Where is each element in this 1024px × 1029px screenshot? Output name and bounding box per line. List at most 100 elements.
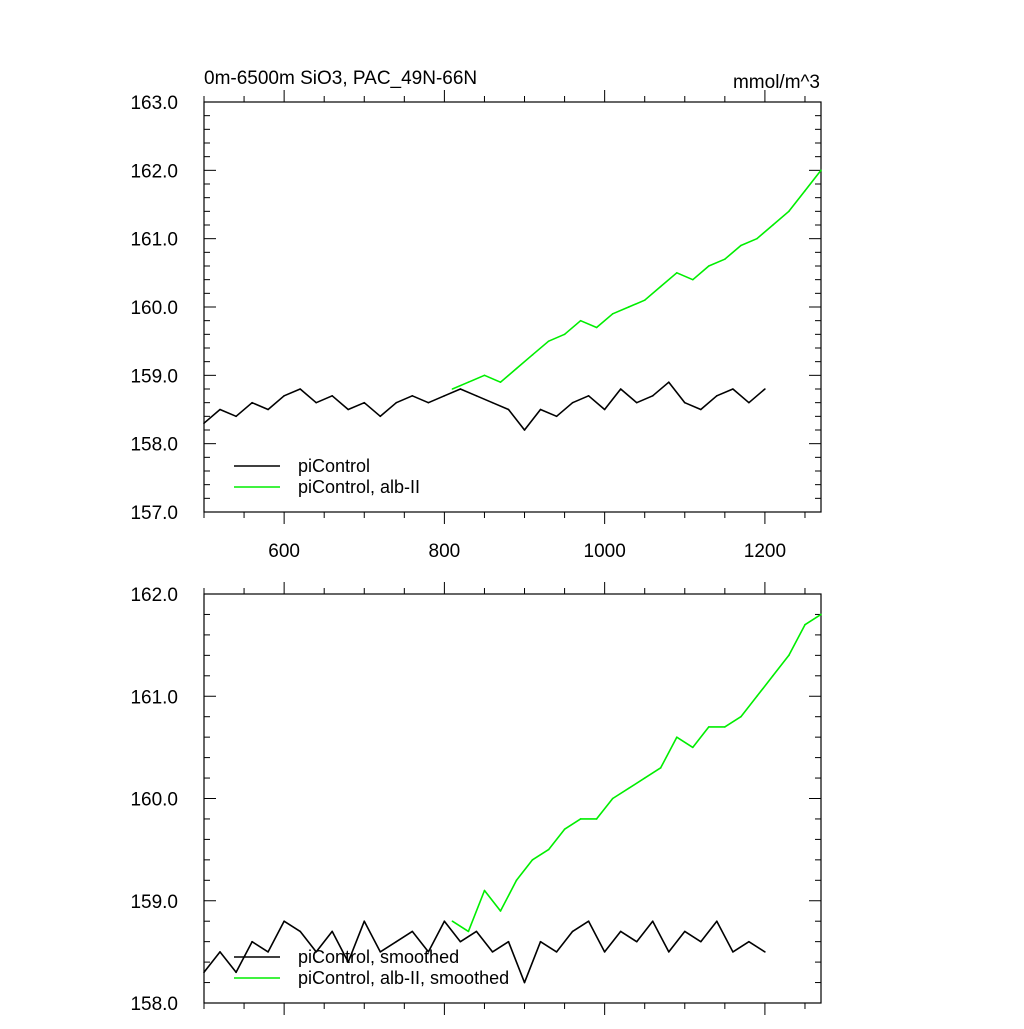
data-point: [659, 285, 662, 288]
data-point: [651, 395, 654, 397]
y-tick-label: 157.0: [130, 503, 178, 524]
data-point: [515, 367, 518, 370]
data-point: [772, 675, 774, 677]
data-point: [611, 313, 614, 315]
legend-label: piControl, alb-II: [298, 477, 420, 497]
data-point: [563, 828, 566, 830]
data-point: [764, 388, 766, 390]
data-point: [411, 930, 414, 933]
data-point: [467, 930, 470, 933]
data-point: [740, 244, 742, 247]
data-point: [443, 395, 446, 397]
data-point: [267, 408, 269, 411]
data-point: [475, 930, 478, 933]
data-point: [571, 401, 574, 404]
y-tick-label: 159.0: [130, 892, 178, 913]
data-point: [627, 306, 630, 308]
data-point: [347, 408, 350, 411]
data-point: [347, 961, 350, 963]
data-point: [547, 340, 550, 342]
legend-label: piControl: [298, 456, 370, 476]
y-tick-label: 160.0: [130, 298, 178, 319]
data-point: [499, 381, 502, 383]
data-point: [603, 951, 606, 953]
series-line-0: [203, 381, 766, 431]
data-point: [523, 429, 526, 431]
data-point: [427, 401, 430, 404]
data-point: [619, 930, 622, 933]
data-point: [708, 265, 710, 267]
data-point: [395, 940, 398, 943]
data-point: [691, 746, 694, 749]
data-point: [756, 695, 758, 698]
data-point: [595, 818, 598, 820]
data-point: [427, 951, 430, 953]
data-point: [772, 224, 774, 226]
units-label: mmol/m^3: [733, 72, 820, 93]
data-point: [411, 395, 414, 397]
data-point: [451, 920, 454, 922]
data-point: [683, 930, 686, 933]
data-point: [820, 169, 822, 172]
data-point: [788, 210, 790, 213]
data-point: [756, 237, 758, 240]
data-point: [724, 726, 726, 728]
series-line-1: [451, 613, 822, 933]
data-point: [611, 797, 614, 800]
data-point: [379, 415, 382, 418]
data-point: [219, 408, 221, 411]
data-point: [635, 401, 638, 404]
plot-frame: [203, 101, 822, 513]
data-point: [531, 859, 534, 861]
data-point: [515, 879, 518, 882]
data-point: [203, 971, 205, 974]
data-point: [571, 930, 574, 933]
data-point: [267, 951, 269, 953]
data-point: [283, 920, 285, 922]
data-point: [315, 401, 317, 404]
data-point: [788, 654, 790, 657]
data-point: [459, 940, 462, 943]
data-point: [595, 326, 598, 329]
data-point: [299, 388, 301, 390]
data-point: [491, 401, 494, 404]
data-point: [235, 971, 237, 974]
y-tick-label: 162.0: [130, 161, 178, 182]
data-point: [483, 374, 486, 377]
y-tick-label: 160.0: [130, 790, 178, 811]
x-tick-label: 1000: [584, 541, 626, 562]
data-point: [700, 940, 702, 943]
data-point: [531, 354, 534, 356]
data-point: [748, 940, 750, 943]
data-point: [523, 981, 526, 984]
data-point: [675, 736, 678, 738]
top-panel: 157.0 158.0 159.0 160.0 161.0 162.0 163.0 600 80…: [130, 90, 822, 562]
data-point: [235, 415, 237, 418]
data-point: [539, 940, 542, 943]
data-point: [363, 401, 366, 404]
data-point: [683, 401, 686, 404]
legend-label: piControl, smoothed: [298, 947, 459, 967]
data-point: [804, 623, 806, 626]
data-point: [643, 299, 646, 301]
data-point: [732, 388, 734, 390]
data-point: [748, 401, 750, 404]
data-point: [820, 613, 822, 616]
data-point: [732, 951, 734, 953]
data-point: [579, 818, 582, 820]
data-point: [643, 777, 646, 779]
y-tick-label: 162.0: [130, 585, 178, 606]
bottom-panel: 158.0 159.0 160.0 161.0 162.0 piControl, smoo…: [130, 582, 822, 1015]
data-point: [619, 388, 622, 390]
data-point: [555, 415, 558, 418]
data-point: [395, 401, 398, 404]
data-point: [451, 388, 454, 390]
data-point: [635, 940, 638, 943]
data-point: [804, 190, 806, 192]
data-point: [443, 920, 446, 922]
data-point: [716, 395, 718, 397]
y-tick-label: 161.0: [130, 687, 178, 708]
series-line-1: [452, 169, 822, 390]
